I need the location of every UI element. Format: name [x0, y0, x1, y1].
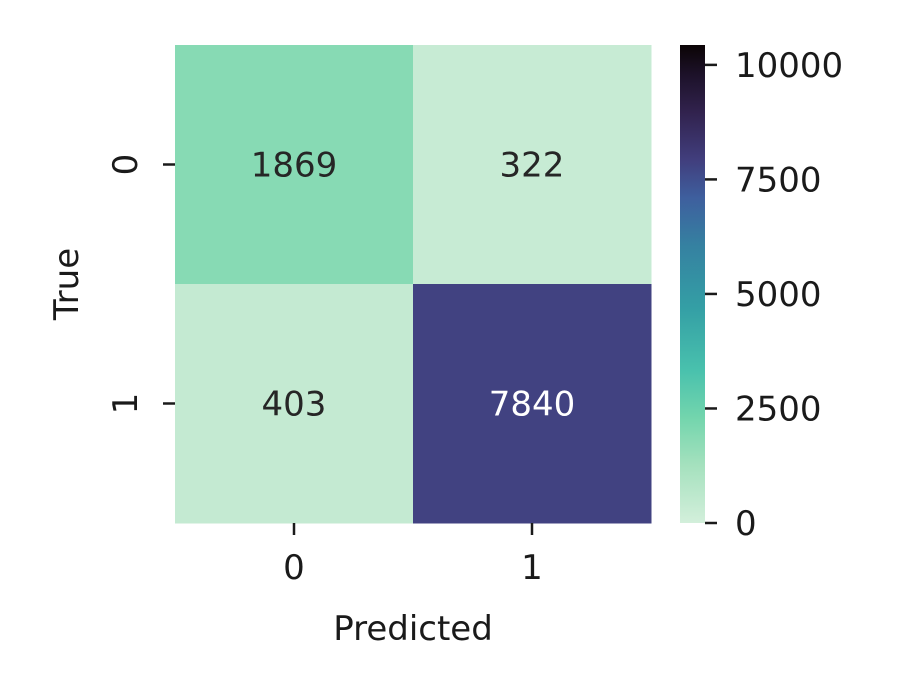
cell-value-label: 322 [500, 146, 565, 186]
heatmap-cell [175, 45, 414, 285]
heatmap-cell [413, 45, 652, 285]
y-axis-ticks: 01 [106, 154, 175, 415]
colorbar-tick-label: 0 [735, 504, 757, 544]
heatmap-cells [175, 45, 652, 524]
x-tick-label: 0 [283, 548, 305, 588]
x-tick-label: 1 [521, 548, 543, 588]
colorbar-ticks: 0 2500 5000 7500 10000 [705, 46, 843, 544]
cell-value-label: 1869 [251, 146, 338, 186]
colorbar [680, 45, 705, 523]
colorbar-tick-label: 2500 [735, 389, 822, 429]
x-axis-label: Predicted [333, 609, 493, 649]
cell-value-label: 403 [262, 385, 327, 425]
y-tick-label: 0 [106, 154, 146, 176]
y-axis-label: True [47, 248, 87, 321]
heatmap-cell [413, 284, 652, 524]
cell-value-label: 7840 [489, 385, 576, 425]
colorbar-tick-label: 7500 [735, 160, 822, 200]
cell-value-labels: 1869 322 403 7840 [251, 146, 576, 425]
y-tick-label: 1 [106, 393, 146, 415]
colorbar-tick-label: 10000 [735, 46, 843, 86]
colorbar-tick-label: 5000 [735, 275, 822, 315]
heatmap-cell [175, 284, 414, 524]
